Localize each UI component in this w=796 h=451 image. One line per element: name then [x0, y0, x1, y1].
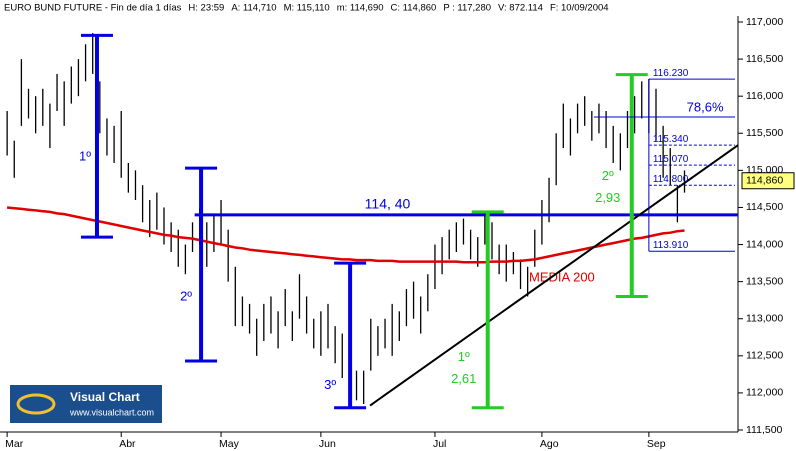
measure-label: 1º [79, 149, 91, 164]
header-item: C: 114,860 [391, 3, 437, 14]
header-item: V: 872.114 [498, 3, 543, 14]
logo-url: www.visualchart.com [69, 407, 154, 417]
header-item: m: 114,690 [337, 3, 384, 14]
moving-average [6, 206, 685, 264]
y-tick-label: 112,000 [746, 387, 783, 399]
logo-title: Visual Chart [70, 390, 140, 404]
measure-label: 1º [458, 349, 470, 364]
level-label: 115.340 [653, 134, 689, 145]
y-tick-label: 111,500 [746, 424, 783, 436]
header-item: M: 115,110 [284, 3, 330, 14]
y-tick-label: 116,500 [746, 53, 783, 65]
support-label: 114, 40 [365, 196, 411, 212]
x-tick-label: Sep [647, 438, 666, 450]
level-label: 113.910 [653, 240, 689, 251]
x-tick-label: Jul [433, 438, 446, 450]
y-tick-label: 113,000 [746, 313, 783, 325]
x-tick-label: Jun [319, 438, 336, 450]
logo-icon [16, 393, 56, 415]
y-tick-label: 115,500 [746, 127, 783, 139]
moving-average-label: MEDIA 200 [529, 269, 595, 284]
measure-label: 2º [180, 288, 192, 303]
logo: Visual Chart www.visualchart.com [10, 385, 162, 423]
measure-label: 2º [602, 168, 614, 183]
header-item: A: 114,710 [231, 3, 276, 14]
level-label: 78,6% [687, 99, 724, 114]
x-tick-label: Mar [5, 438, 24, 450]
level-label: 116.230 [653, 68, 689, 79]
x-tick-label: Ago [540, 438, 559, 450]
last-price-box [741, 172, 795, 190]
header-item: P : 117,280 [443, 3, 491, 14]
level-label: 115.070 [653, 154, 689, 165]
header-item: F: 10/09/2004 [550, 3, 609, 14]
last-price-label: 114,860 [746, 175, 783, 187]
level-label: 114.800 [653, 174, 689, 185]
y-tick-label: 114,000 [746, 238, 783, 250]
measure-label: 2,93 [595, 190, 620, 205]
y-tick-label: 112,500 [746, 350, 783, 362]
x-tick-label: Abr [119, 438, 136, 450]
y-tick-label: 114,500 [746, 201, 783, 213]
measure-label: 3º [324, 377, 336, 392]
header-item: H: 23:59 [188, 3, 224, 14]
x-tick-label: May [219, 438, 240, 450]
y-tick-label: 116,000 [746, 90, 783, 102]
measure-label: 2,61 [451, 371, 476, 386]
trendline [369, 144, 739, 407]
logo-box [10, 385, 162, 423]
y-tick-label: 113,500 [746, 275, 783, 287]
y-tick-label: 117,000 [746, 16, 783, 28]
header-item: EURO BUND FUTURE - Fin de día 1 días [4, 3, 182, 14]
